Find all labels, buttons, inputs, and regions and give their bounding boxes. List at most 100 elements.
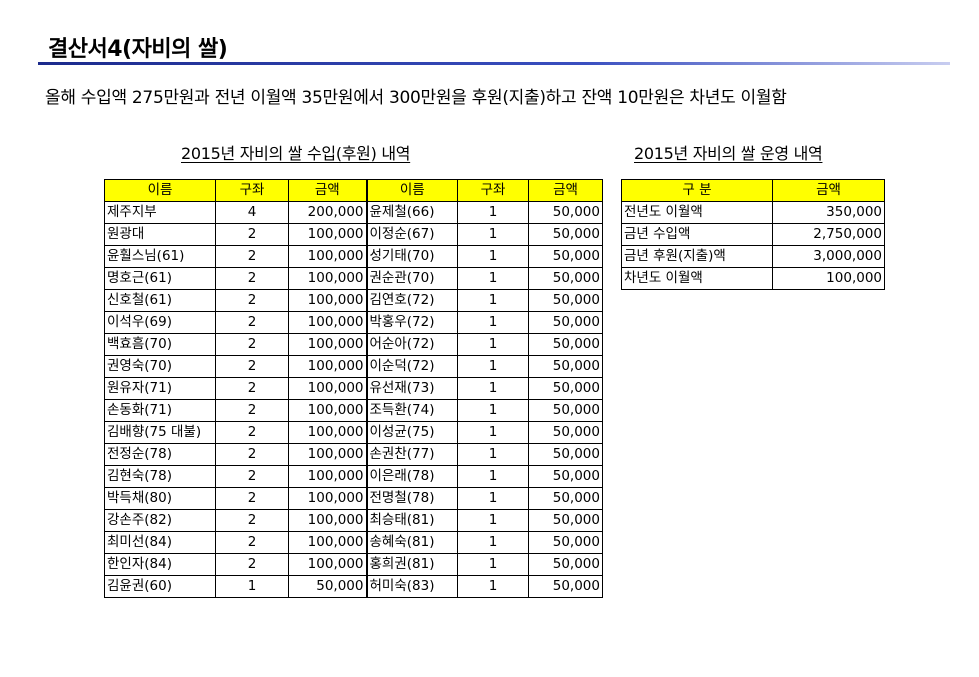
donor-units: 1 bbox=[457, 377, 529, 400]
donor-name: 권순관(70) bbox=[365, 267, 458, 290]
donor-amount: 50,000 bbox=[528, 553, 603, 576]
donor-units: 1 bbox=[457, 333, 529, 356]
donor-units: 1 bbox=[457, 553, 529, 576]
donor-name: 김윤권(60) bbox=[104, 575, 216, 598]
header-amount: 금액 bbox=[528, 179, 603, 202]
donor-units: 2 bbox=[215, 487, 289, 510]
donor-units: 1 bbox=[457, 465, 529, 488]
operations-header-row: 구 분 금액 bbox=[621, 179, 885, 202]
table-row: 명호근(61) 2 100,000 권순관(70) 1 50,000 bbox=[104, 267, 603, 290]
table-row: 박득채(80) 2 100,000 전명철(78) 1 50,000 bbox=[104, 487, 603, 510]
donor-amount: 100,000 bbox=[288, 443, 367, 466]
donor-amount: 200,000 bbox=[288, 201, 367, 224]
donor-name: 김현숙(78) bbox=[104, 465, 216, 488]
donor-name: 한인자(84) bbox=[104, 553, 216, 576]
operations-table: 구 분 금액 전년도 이월액 350,000 금년 수입액 2,750,000 금년 후… bbox=[621, 179, 885, 290]
category-amount: 350,000 bbox=[772, 201, 885, 224]
donor-amount: 50,000 bbox=[528, 399, 603, 422]
donor-units: 1 bbox=[457, 223, 529, 246]
donor-name: 최승태(81) bbox=[365, 509, 458, 532]
donor-amount: 100,000 bbox=[288, 421, 367, 444]
donor-name: 손동화(71) bbox=[104, 399, 216, 422]
donor-name: 이순덕(72) bbox=[365, 355, 458, 378]
table-row: 전년도 이월액 350,000 bbox=[621, 201, 885, 224]
donor-name: 허미숙(83) bbox=[365, 575, 458, 598]
table-row: 김배향(75 대불) 2 100,000 이성균(75) 1 50,000 bbox=[104, 421, 603, 444]
donor-amount: 50,000 bbox=[528, 223, 603, 246]
donor-name: 백효흠(70) bbox=[104, 333, 216, 356]
donor-amount: 100,000 bbox=[288, 465, 367, 488]
donor-amount: 50,000 bbox=[528, 487, 603, 510]
header-name: 이름 bbox=[104, 179, 216, 202]
table-row: 권영숙(70) 2 100,000 이순덕(72) 1 50,000 bbox=[104, 355, 603, 378]
donor-amount: 100,000 bbox=[288, 509, 367, 532]
table-row: 이석우(69) 2 100,000 박홍우(72) 1 50,000 bbox=[104, 311, 603, 334]
table-row: 한인자(84) 2 100,000 홍희권(81) 1 50,000 bbox=[104, 553, 603, 576]
table-row: 강손주(82) 2 100,000 최승태(81) 1 50,000 bbox=[104, 509, 603, 532]
donor-units: 1 bbox=[215, 575, 289, 598]
table-row: 원유자(71) 2 100,000 유선재(73) 1 50,000 bbox=[104, 377, 603, 400]
donor-amount: 100,000 bbox=[288, 377, 367, 400]
summary-text: 올해 수입액 275만원과 전년 이월액 35만원에서 300만원을 후원(지출… bbox=[45, 88, 787, 108]
donor-name: 송혜숙(81) bbox=[365, 531, 458, 554]
table-row: 신호철(61) 2 100,000 김연호(72) 1 50,000 bbox=[104, 289, 603, 312]
donor-units: 1 bbox=[457, 311, 529, 334]
donor-units: 2 bbox=[215, 399, 289, 422]
donor-units: 1 bbox=[457, 531, 529, 554]
donor-units: 1 bbox=[457, 399, 529, 422]
donor-name: 이은래(78) bbox=[365, 465, 458, 488]
income-header-row: 이름 구좌 금액 이름 구좌 금액 bbox=[104, 179, 603, 202]
donor-name: 신호철(61) bbox=[104, 289, 216, 312]
donor-name: 원광대 bbox=[104, 223, 216, 246]
donor-name: 조득환(74) bbox=[365, 399, 458, 422]
donor-amount: 100,000 bbox=[288, 333, 367, 356]
donor-name: 전정순(78) bbox=[104, 443, 216, 466]
donor-name: 김연호(72) bbox=[365, 289, 458, 312]
donor-units: 1 bbox=[457, 575, 529, 598]
table-row: 김윤권(60) 1 50,000 허미숙(83) 1 50,000 bbox=[104, 575, 603, 598]
donor-amount: 50,000 bbox=[528, 355, 603, 378]
donor-name: 이성균(75) bbox=[365, 421, 458, 444]
table-row: 윤훨스님(61) 2 100,000 성기태(70) 1 50,000 bbox=[104, 245, 603, 268]
donor-units: 2 bbox=[215, 333, 289, 356]
donor-name: 강손주(82) bbox=[104, 509, 216, 532]
donor-amount: 50,000 bbox=[528, 267, 603, 290]
operations-table-caption: 2015년 자비의 쌀 운영 내역 bbox=[634, 144, 823, 163]
donor-amount: 50,000 bbox=[528, 377, 603, 400]
donor-units: 1 bbox=[457, 289, 529, 312]
category-amount: 100,000 bbox=[772, 267, 885, 290]
table-row: 금년 후원(지출)액 3,000,000 bbox=[621, 245, 885, 268]
donor-amount: 100,000 bbox=[288, 399, 367, 422]
table-row: 최미선(84) 2 100,000 송혜숙(81) 1 50,000 bbox=[104, 531, 603, 554]
donor-amount: 50,000 bbox=[528, 311, 603, 334]
donor-name: 김배향(75 대불) bbox=[104, 421, 216, 444]
donor-amount: 100,000 bbox=[288, 223, 367, 246]
donor-units: 2 bbox=[215, 443, 289, 466]
donor-name: 윤훨스님(61) bbox=[104, 245, 216, 268]
donor-amount: 100,000 bbox=[288, 531, 367, 554]
category-amount: 3,000,000 bbox=[772, 245, 885, 268]
category-label: 금년 수입액 bbox=[621, 223, 773, 246]
donor-amount: 50,000 bbox=[528, 575, 603, 598]
donor-units: 2 bbox=[215, 311, 289, 334]
donor-name: 전명철(78) bbox=[365, 487, 458, 510]
donor-name: 권영숙(70) bbox=[104, 355, 216, 378]
title-underline bbox=[38, 62, 950, 65]
donor-name: 최미선(84) bbox=[104, 531, 216, 554]
header-name: 이름 bbox=[365, 179, 458, 202]
donor-units: 1 bbox=[457, 509, 529, 532]
donor-units: 2 bbox=[215, 465, 289, 488]
donor-amount: 50,000 bbox=[528, 333, 603, 356]
donor-amount: 100,000 bbox=[288, 355, 367, 378]
donor-amount: 100,000 bbox=[288, 487, 367, 510]
table-row: 김현숙(78) 2 100,000 이은래(78) 1 50,000 bbox=[104, 465, 603, 488]
donor-amount: 50,000 bbox=[528, 289, 603, 312]
donor-name: 제주지부 bbox=[104, 201, 216, 224]
donor-units: 2 bbox=[215, 509, 289, 532]
donor-units: 2 bbox=[215, 553, 289, 576]
table-row: 전정순(78) 2 100,000 손권찬(77) 1 50,000 bbox=[104, 443, 603, 466]
donor-amount: 100,000 bbox=[288, 289, 367, 312]
donor-name: 이석우(69) bbox=[104, 311, 216, 334]
donor-name: 원유자(71) bbox=[104, 377, 216, 400]
donor-units: 1 bbox=[457, 487, 529, 510]
